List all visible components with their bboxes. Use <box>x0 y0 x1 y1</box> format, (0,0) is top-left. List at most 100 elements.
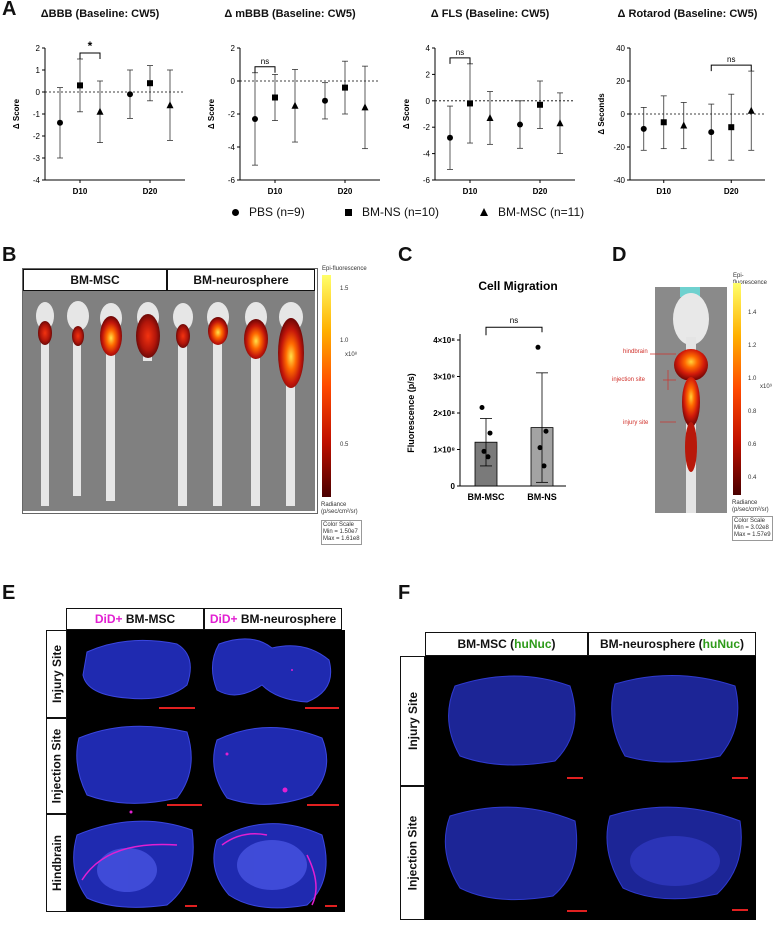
colorbar-d-tick-04: 0.4 <box>748 475 757 481</box>
x-tick-label: D10 <box>73 187 88 196</box>
colorbar-d-tick-08: 0.8 <box>748 409 757 415</box>
y-tick-label: -1 <box>33 110 41 119</box>
data-point <box>342 84 348 91</box>
row-label-injury-site-f: Injury Site <box>400 656 425 786</box>
row-label-hindbrain: Hindbrain <box>46 814 67 912</box>
y-tick-label: -4 <box>228 143 236 152</box>
significance-label: ns <box>456 48 464 57</box>
significance-bracket <box>485 326 543 336</box>
x-tick-label: D20 <box>338 187 353 196</box>
hunuc-section-images <box>425 656 756 920</box>
did-section-images <box>67 630 345 912</box>
legend-bmns: BM-NS (n=10) <box>345 205 439 219</box>
y-tick-label: 0 <box>231 77 236 86</box>
x-tick-label: D20 <box>533 187 548 196</box>
data-point <box>543 428 549 434</box>
data-point <box>166 101 174 109</box>
data-point <box>517 121 523 128</box>
data-point <box>252 115 258 122</box>
row-label-text: Injury Site <box>49 644 64 704</box>
significance-bracket <box>710 64 752 72</box>
data-point <box>291 101 299 109</box>
label-pointer-lines <box>650 353 676 423</box>
x-tick-label: D10 <box>268 187 283 196</box>
mbbb-chart: -6 -4 -2 0 2 Δ Score D10 D20 ns <box>207 44 380 196</box>
colorbar-b-unit: x10⁸ <box>345 352 358 358</box>
data-point <box>77 82 83 89</box>
panel-letter-c: C <box>398 244 413 266</box>
data-point <box>556 119 564 127</box>
y-tick-label: -2 <box>228 110 236 119</box>
data-point <box>322 97 328 104</box>
single-cord-illustration <box>673 287 709 513</box>
data-point <box>680 121 688 129</box>
y-tick-label: 0 <box>451 482 456 491</box>
colorbar-d-tick-14: 1.4 <box>748 310 757 316</box>
data-point <box>447 134 453 141</box>
data-point <box>535 344 541 350</box>
y-axis-label: Fluorescence (p/s) <box>406 373 416 453</box>
chart-title-fls: Δ FLS (Baseline: CW5) <box>430 8 550 20</box>
y-tick-label: -3 <box>33 154 41 163</box>
label-injury-site: injury site <box>623 420 649 426</box>
colorbar-d-tick-06: 0.6 <box>748 442 757 448</box>
chart-title: Cell Migration <box>478 279 557 293</box>
fls-chart: -6 -4 -2 0 2 4 Δ Score D10 D20 ns <box>402 44 575 196</box>
colorbar-d-tick-10: 1.0 <box>748 376 757 382</box>
colorbar-d-title: Epi-fluorescence <box>733 273 768 286</box>
hunuc-tag: huNuc <box>514 637 552 651</box>
x-tick-label: D20 <box>724 187 739 196</box>
y-tick-label: -20 <box>613 143 625 152</box>
row-label-text: Hindbrain <box>49 835 64 891</box>
y-tick-label: 2 <box>426 70 431 79</box>
colorbar-b-tick-05: 0.5 <box>340 442 349 448</box>
triangle-marker-icon <box>480 208 488 216</box>
data-point <box>147 80 153 87</box>
row-label-injection-site: Injection Site <box>46 718 67 814</box>
ivis-single-cord-image <box>655 287 727 513</box>
y-tick-label: -4 <box>423 150 431 159</box>
y-tick-label: -6 <box>228 176 236 185</box>
significance-label: * <box>88 39 93 53</box>
header-hunuc-bm-msc: BM-MSC (huNuc) <box>425 632 588 656</box>
chart-title-bbb: ΔBBB (Baseline: CW5) <box>40 8 160 20</box>
did-header-rest: BM-MSC <box>122 612 176 626</box>
chart-title-rotarod: Δ Rotarod (Baseline: CW5) <box>617 8 758 20</box>
x-tick-label: BM-MSC <box>468 492 505 502</box>
y-tick-label: -4 <box>33 176 41 185</box>
label-injection-site: injection site <box>612 377 646 383</box>
data-point <box>127 91 133 98</box>
hunuc-tag: huNuc <box>702 637 741 651</box>
data-point <box>537 101 543 108</box>
panel-letter-d: D <box>612 244 627 266</box>
y-tick-label: 0 <box>36 88 41 97</box>
did-prefix: DiD+ <box>94 612 123 626</box>
bbb-chart: -4 -3 -2 -1 0 1 2 Δ Score D10 D20 * <box>12 39 185 196</box>
y-axis-label: Δ Score <box>12 98 21 129</box>
y-tick-label: 2 <box>36 44 41 53</box>
row-label-injury-site: Injury Site <box>46 630 67 718</box>
data-point <box>479 405 485 411</box>
header-hunuc-bm-neurosphere: BM-neurosphere (huNuc) <box>588 632 756 656</box>
square-marker-icon <box>345 209 352 216</box>
data-point <box>57 119 63 126</box>
y-tick-label: 2 <box>231 44 236 53</box>
data-point <box>747 106 755 114</box>
data-point <box>481 448 487 454</box>
cell-migration-chart: Cell Migration 0 1×10⁸ 2×10⁸ 3×10⁸ 4×10⁸ Fluor… <box>406 279 566 502</box>
colorbar-b-title: Epi-fluorescence <box>322 266 367 272</box>
ivis-spinal-image: BM-MSC BM-neurosphere <box>22 268 318 514</box>
row-label-injection-site-f: Injection Site <box>400 786 425 920</box>
panel-letter-b: B <box>2 244 17 266</box>
y-axis-label: Δ Score <box>207 98 216 129</box>
x-tick-label: BM-NS <box>527 492 557 502</box>
did-brain-sections <box>73 638 339 909</box>
header-bm-msc: BM-MSC <box>23 269 167 291</box>
y-axis-label: Δ Seconds <box>597 93 606 135</box>
data-point <box>541 463 547 469</box>
y-tick-label: 3×10⁸ <box>433 373 455 382</box>
y-tick-label: 4 <box>426 44 431 53</box>
colorbar-d-colorscale: Color Scale Min = 3.02e8 Max = 1.57e9 <box>732 516 773 541</box>
colorbar-d <box>733 283 741 495</box>
y-tick-label: -40 <box>613 176 625 185</box>
